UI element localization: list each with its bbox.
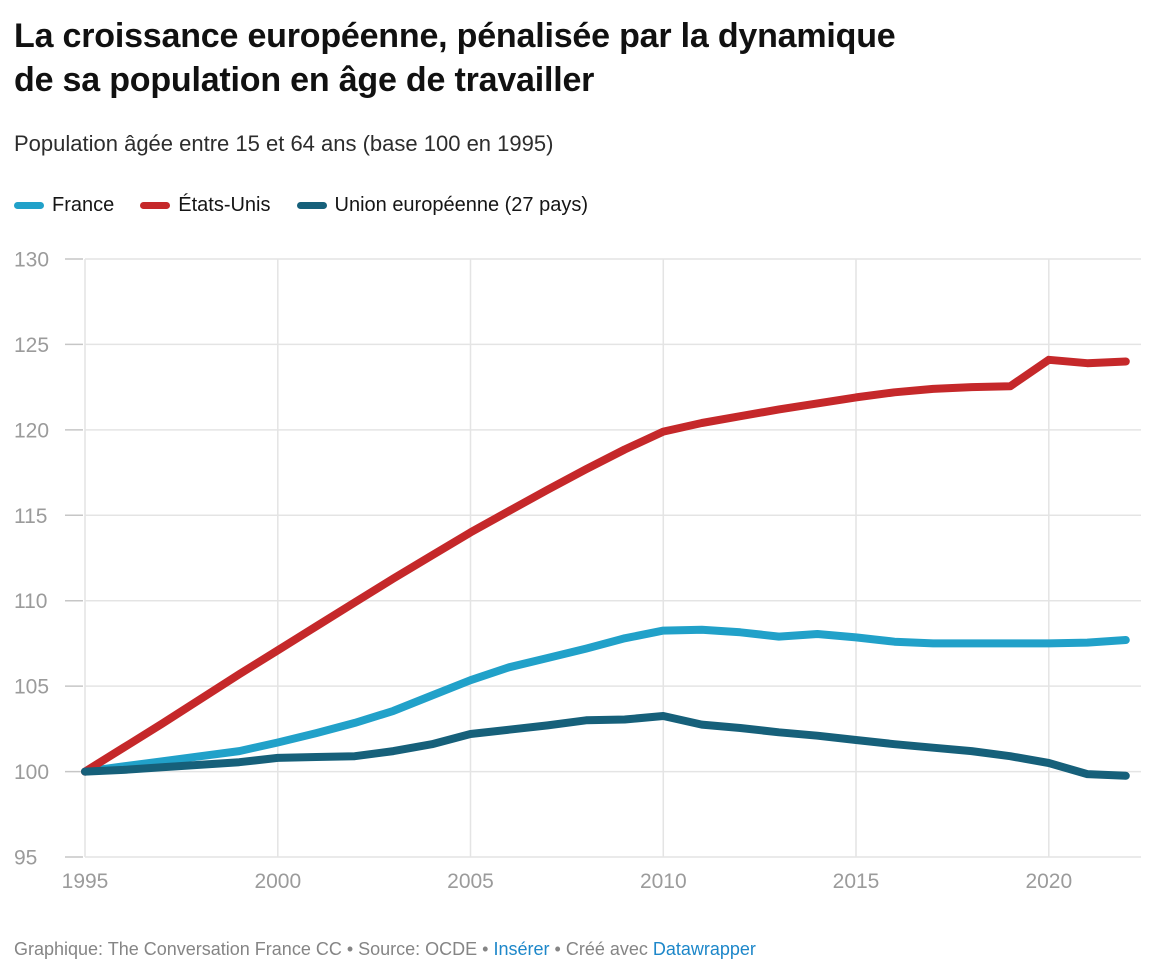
footer-credit-source: Graphique: The Conversation France CC • … (14, 939, 494, 959)
x-tick-label: 2005 (447, 870, 494, 893)
legend-swatch-etats-unis (140, 202, 171, 209)
legend-label-etats-unis: États-Unis (178, 194, 271, 216)
x-tick-label: 2020 (1025, 870, 1072, 893)
series-line-Union européenne (27 pays) (81, 712, 1130, 780)
chart-title: La croissance européenne, pénalisée par … (14, 14, 1144, 102)
legend: France États-Unis Union européenne (27 p… (14, 194, 588, 217)
legend-label-union-europeenne: Union européenne (27 pays) (334, 194, 589, 216)
legend-swatch-france (14, 202, 44, 209)
y-tick-label: 115 (14, 505, 47, 528)
y-tick-label: 120 (14, 419, 49, 442)
legend-item-etats-unis: États-Unis (140, 194, 271, 217)
embed-link[interactable]: Insérer (493, 939, 550, 959)
series-line-France (81, 625, 1130, 776)
x-tick-label: 2010 (640, 870, 687, 893)
legend-item-france: France (14, 194, 114, 217)
chart-title-line-2: de sa population en âge de travailler (14, 61, 595, 99)
y-tick-label: 125 (14, 334, 49, 357)
footer: Graphique: The Conversation France CC • … (14, 939, 1144, 960)
y-tick-label: 130 (14, 249, 49, 272)
legend-item-union-europeenne: Union européenne (27 pays) (296, 194, 589, 217)
legend-label-france: France (52, 194, 115, 216)
footer-created-with: • Créé avec (549, 939, 653, 959)
y-tick-label: 100 (14, 761, 49, 784)
x-tick-label: 1995 (62, 870, 109, 893)
y-tick-label: 110 (14, 590, 47, 613)
y-tick-label: 105 (14, 676, 49, 699)
legend-swatch-union-europeenne (296, 202, 327, 209)
x-tick-label: 2015 (833, 870, 880, 893)
series-line-États-Unis (81, 355, 1130, 776)
chart-title-line-1: La croissance européenne, pénalisée par … (14, 17, 896, 55)
y-tick-label: 95 (14, 847, 37, 870)
x-tick-label: 2000 (254, 870, 301, 893)
chart-subtitle: Population âgée entre 15 et 64 ans (base… (14, 131, 554, 156)
datawrapper-link[interactable]: Datawrapper (652, 939, 756, 959)
line-chart-plot: 95 100 105 110 115 120 125 130 1995 2000 2005 2010 2… (14, 249, 1141, 893)
